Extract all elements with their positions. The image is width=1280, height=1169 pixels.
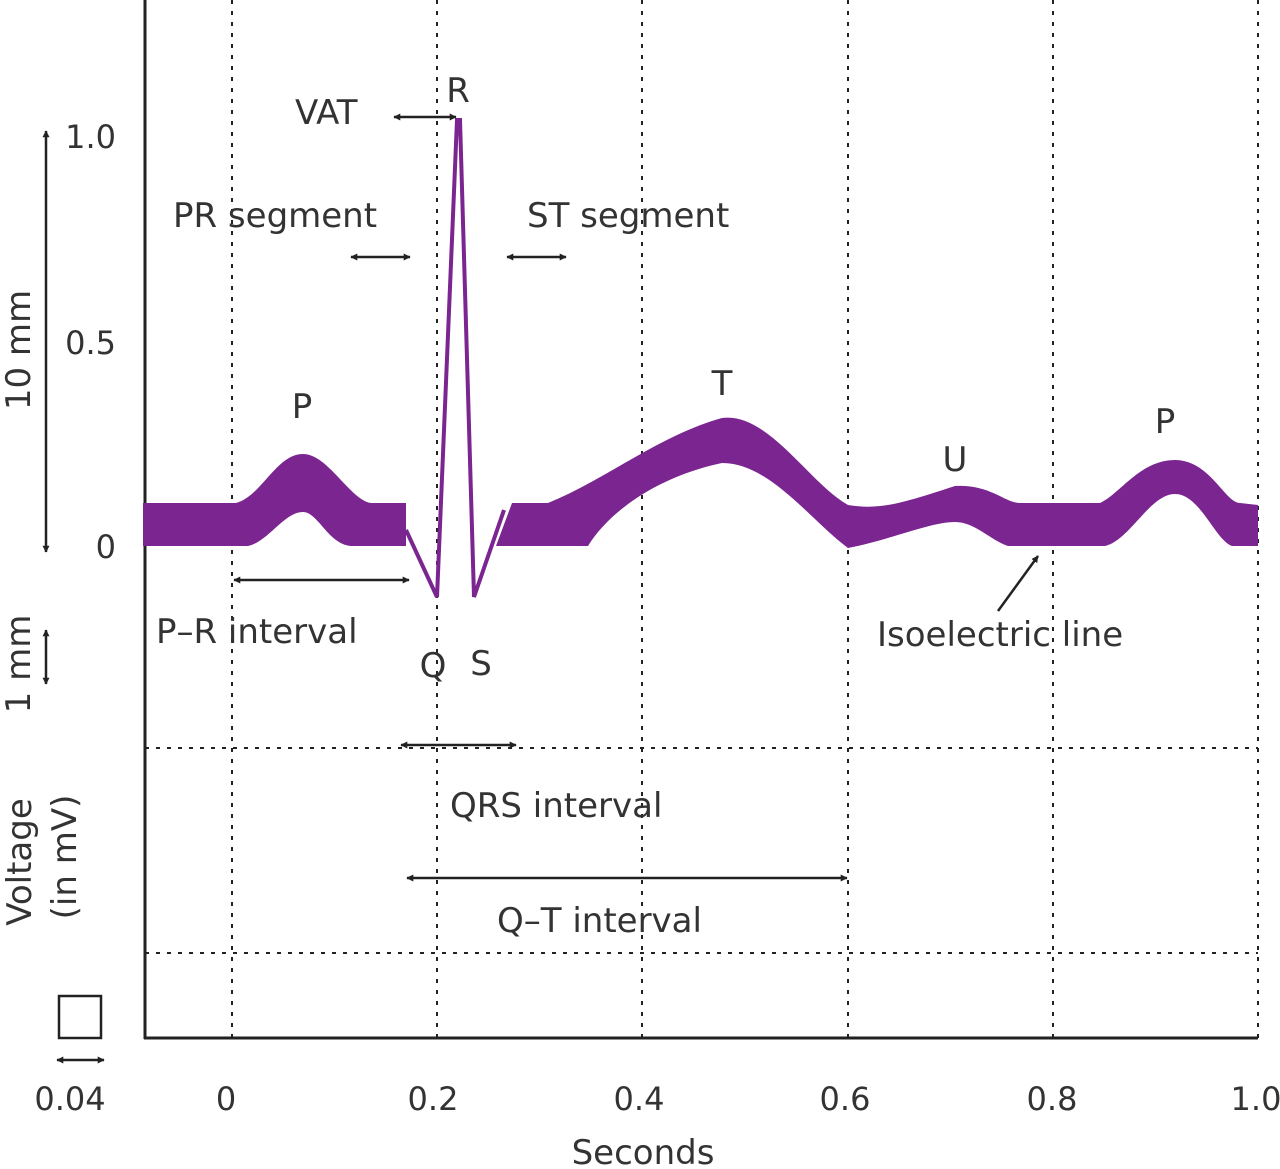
arrows [42,113,1040,1064]
qrs-complex [404,118,506,598]
x-axis-labels: 0.04 0 0.2 0.4 0.6 0.8 1.0 Seconds [34,1080,1280,1169]
horizontal-grid-lines [145,747,1258,954]
y-axis-title-line1: Voltage [0,798,40,926]
r-wave-label: R [446,71,470,111]
st-segment-label: ST segment [527,196,729,236]
annotation-labels: VAT PR segment ST segment P–R interval I… [156,93,1123,941]
y-axis-labels: 1.0 0.5 0 10 mm 1 mm Voltage (in mV) [0,118,116,926]
vat-label: VAT [295,93,358,133]
y-tick-0: 0 [96,528,116,566]
isoelectric-line-label: Isoelectric line [877,615,1123,655]
isoelectric-line-arrow [996,555,1040,612]
pr-segment-label: PR segment [173,196,377,236]
ecg-trace [143,118,1258,598]
qrs-interval-label: QRS interval [450,786,662,826]
wave-labels: P R Q S T U P [292,71,1176,686]
scale-1mm-label: 1 mm [0,615,39,714]
y-axis-title-line2: (in mV) [45,795,85,920]
st-segment-and-t-wave [496,417,848,548]
x-tick-0.6: 0.6 [820,1080,871,1118]
baseline-and-p-wave [143,454,406,546]
u-wave-and-second-p-wave [848,460,1258,548]
y-tick-1.0: 1.0 [65,118,116,156]
x-tick-0.2: 0.2 [408,1080,459,1118]
q-wave-label: Q [420,646,447,686]
x-axis-title: Seconds [572,1133,715,1169]
x-tick-0.8: 0.8 [1027,1080,1078,1118]
pr-interval-label: P–R interval [156,612,358,652]
s-wave-label: S [470,644,492,684]
scale-10mm-label: 10 mm [0,290,39,410]
y-tick-0.5: 0.5 [65,324,116,362]
x-tick-0: 0 [216,1080,236,1118]
t-wave-label: T [711,364,733,404]
second-p-wave-label: P [1155,402,1176,442]
x-tick-0.4: 0.4 [614,1080,665,1118]
qt-interval-label: Q–T interval [497,901,702,941]
x-tick-1.0: 1.0 [1231,1080,1280,1118]
small-grid-box [57,994,103,1040]
u-wave-label: U [943,440,968,480]
p-wave-label: P [292,387,313,427]
small-box-value-label: 0.04 [34,1080,105,1118]
